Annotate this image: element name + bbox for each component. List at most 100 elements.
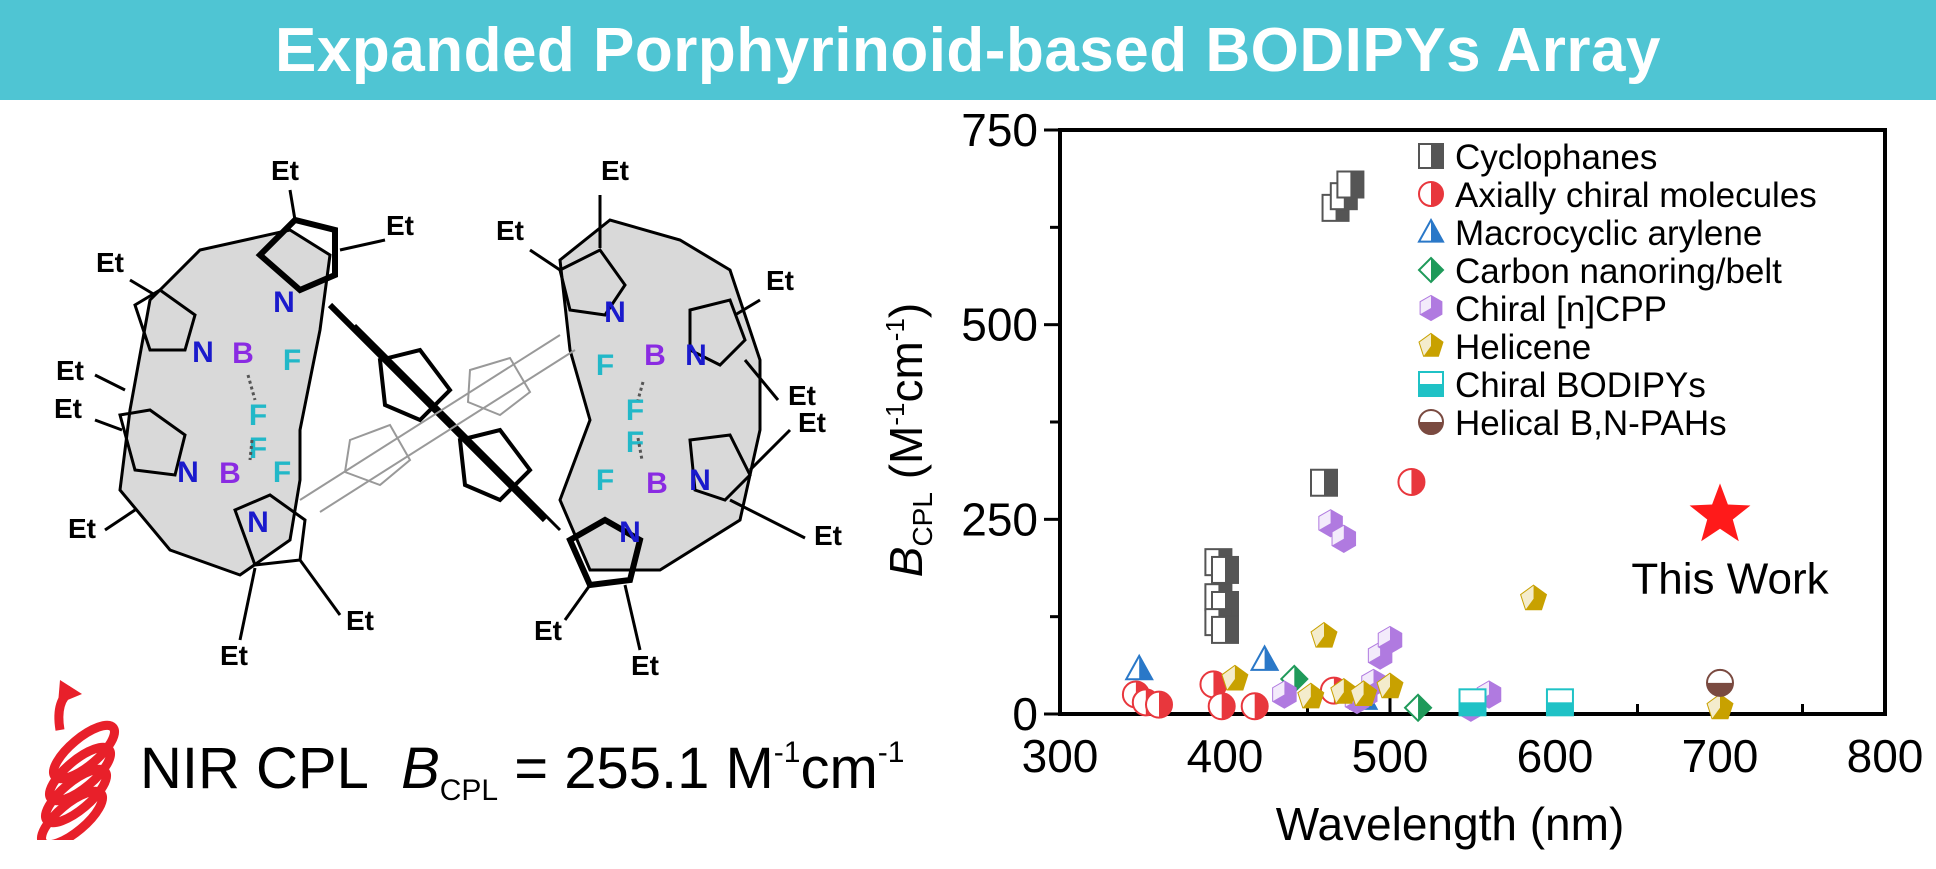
cpl-coil-icon xyxy=(37,680,119,840)
ethyl-bond xyxy=(748,428,792,472)
nitrogen-atom: N xyxy=(247,506,269,539)
y-label-mid: cm xyxy=(880,341,932,402)
ethyl-group: Et xyxy=(220,640,248,671)
ethyl-group: Et xyxy=(631,650,659,681)
legend-item: Chiral [n]CPP xyxy=(1419,290,1667,329)
dative-bond xyxy=(246,374,257,401)
cpl-symbol: B xyxy=(401,736,440,801)
cpl-prefix: NIR CPL xyxy=(140,736,369,801)
pyrrole-ring xyxy=(255,216,338,294)
ethyl-bond xyxy=(94,373,126,392)
data-point xyxy=(1310,621,1338,648)
ethyl-group: Et xyxy=(814,520,842,551)
ethyl-bond xyxy=(298,559,342,616)
pyrrole-ring xyxy=(566,516,644,589)
y-tick-label: 0 xyxy=(1012,688,1038,740)
legend-marker xyxy=(1419,294,1443,322)
data-point xyxy=(1221,664,1249,691)
data-point xyxy=(1397,467,1426,496)
bridge-bond xyxy=(319,349,576,513)
data-point xyxy=(1403,693,1433,723)
legend-item: Carbon nanoring/belt xyxy=(1417,252,1782,291)
pyrrole-ring xyxy=(688,433,752,502)
data-point xyxy=(1458,688,1487,717)
cpl-equals-value: = 255.1 M xyxy=(498,736,774,801)
legend-marker xyxy=(1417,256,1445,284)
data-point xyxy=(1706,668,1734,697)
ethyl-bond xyxy=(104,508,136,532)
boron-atom: B xyxy=(646,467,668,500)
data-point xyxy=(1145,690,1173,719)
ethyl-bond xyxy=(529,248,561,272)
data-point xyxy=(1318,509,1343,538)
pyrrole-ring xyxy=(688,298,747,367)
data-point xyxy=(1240,692,1269,721)
cpl-symbol-sub: CPL xyxy=(439,774,499,807)
title-banner: Expanded Porphyrinoid-based BODIPYs Arra… xyxy=(0,0,1936,100)
data-point xyxy=(1249,644,1280,671)
legend-marker xyxy=(1418,332,1444,357)
y-tick-label: 250 xyxy=(961,493,1038,545)
data-point xyxy=(1297,682,1325,709)
legend-item: Axially chiral molecules xyxy=(1418,176,1817,215)
legend-item: Helicene xyxy=(1418,328,1591,367)
bcpl-scatter-chart: 300 400 500 600 700 800 0 250 500 750 This Work C… xyxy=(880,104,1923,850)
boron-atom: B xyxy=(219,457,241,490)
nitrogen-atom: N xyxy=(177,456,199,489)
x-tick-label: 500 xyxy=(1352,730,1429,782)
this-work-label: This Work xyxy=(1631,554,1829,603)
data-point xyxy=(1331,524,1357,553)
x-tick-label: 400 xyxy=(1187,730,1264,782)
legend-label: Chiral [n]CPP xyxy=(1455,290,1667,329)
legend-label: Helical B,N-PAHs xyxy=(1455,404,1727,443)
nitrogen-atom: N xyxy=(689,464,711,497)
fluorine-atom: F xyxy=(626,426,644,459)
legend-item: Macrocyclic arylene xyxy=(1417,214,1762,253)
phenylene-ring xyxy=(457,427,533,503)
ethyl-bond xyxy=(623,584,642,651)
ethyl-bond xyxy=(94,418,123,432)
legend-label: Carbon nanoring/belt xyxy=(1455,252,1782,291)
boron-atom: B xyxy=(644,339,666,372)
nitrogen-atom: N xyxy=(619,516,641,549)
legend-marker xyxy=(1418,143,1444,169)
pyrrole-ring xyxy=(118,408,187,477)
phenylene-ring xyxy=(377,347,453,423)
fluorine-atom: F xyxy=(283,344,301,377)
legend-item: Helical B,N-PAHs xyxy=(1418,404,1727,443)
ethyl-group: Et xyxy=(56,355,84,386)
ethyl-bond xyxy=(563,584,592,621)
x-tick-label: 300 xyxy=(1022,730,1099,782)
ethyl-group: Et xyxy=(788,380,816,411)
data-point xyxy=(1377,625,1403,655)
this-work-star xyxy=(1689,483,1751,542)
ethyl-bond xyxy=(743,359,780,401)
ethyl-bond xyxy=(339,238,386,252)
y-label-close: ) xyxy=(880,303,932,318)
ethyl-group: Et xyxy=(271,155,299,186)
phenylene-ring xyxy=(343,423,412,487)
right-macrocycle xyxy=(558,218,762,572)
data-point xyxy=(1706,693,1734,720)
cpl-unit-exp2: -1 xyxy=(877,736,905,769)
legend-marker xyxy=(1418,371,1444,397)
data-point xyxy=(1336,170,1365,199)
ethyl-group: Et xyxy=(601,155,629,186)
legend-item: Chiral BODIPYs xyxy=(1418,366,1706,405)
dative-bond xyxy=(636,437,644,461)
pyrrole-ring xyxy=(133,288,197,352)
ethyl-group: Et xyxy=(496,215,524,246)
data-point xyxy=(1211,555,1239,584)
ethyl-group: Et xyxy=(96,247,124,278)
y-tick-label: 750 xyxy=(961,104,1038,156)
fluorine-atom: F xyxy=(596,349,614,382)
legend-label: Helicene xyxy=(1455,328,1591,367)
ethyl-group: Et xyxy=(54,393,82,424)
x-tick-label: 600 xyxy=(1517,730,1594,782)
y-label-symbol: B xyxy=(880,547,932,578)
nitrogen-atom: N xyxy=(604,296,626,329)
pyrrole-ring xyxy=(233,493,307,567)
data-point xyxy=(1124,653,1154,681)
